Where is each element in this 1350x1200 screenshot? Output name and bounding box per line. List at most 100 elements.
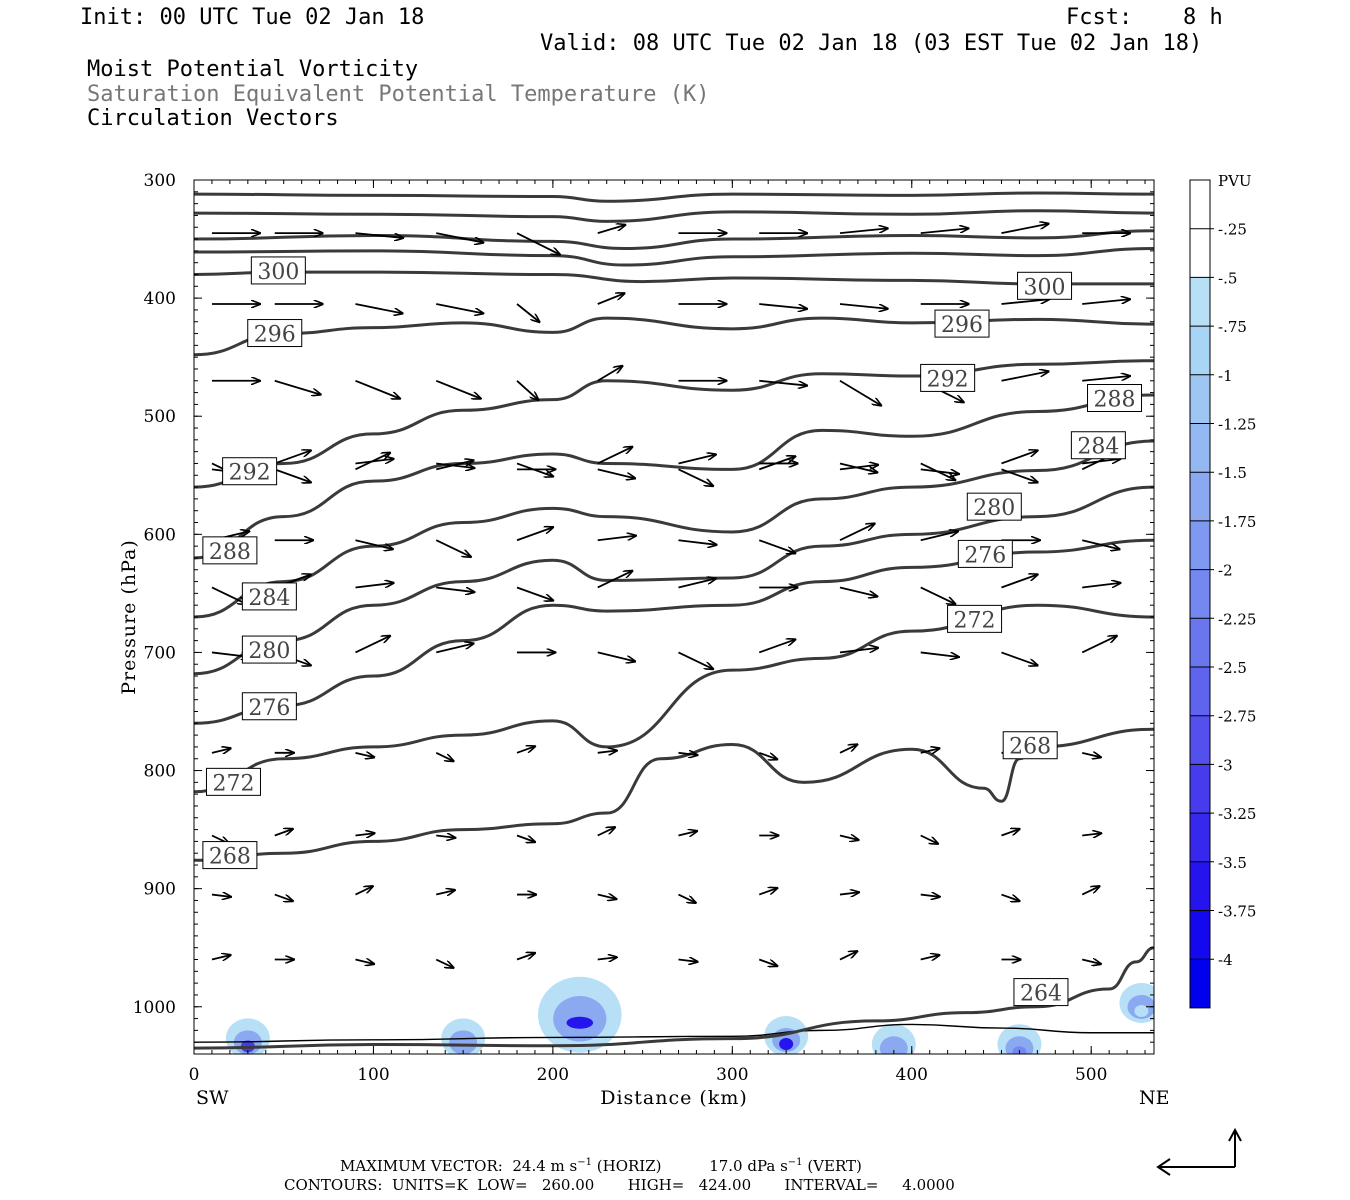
wind-vector — [436, 303, 483, 313]
contour-label-text: 284 — [1077, 435, 1119, 460]
valid-time: Valid: 08 UTC Tue 02 Jan 18 (03 EST Tue … — [540, 31, 1203, 56]
wind-vector — [597, 293, 625, 305]
y-tick-label: 500 — [144, 407, 176, 427]
wind-vector — [436, 232, 483, 242]
y-tick-label: 700 — [144, 643, 176, 663]
colorbar-tick-label: -3.25 — [1218, 805, 1256, 823]
wind-vector — [1082, 960, 1101, 964]
contour-label-box — [934, 309, 990, 338]
wind-vector — [516, 834, 535, 843]
contour-label-text: 272 — [954, 608, 996, 633]
contour-label: 272 — [947, 604, 1003, 633]
contour-label-text: 280 — [973, 496, 1015, 521]
wind-vector — [678, 831, 697, 835]
y-tick-label: 800 — [144, 762, 176, 782]
contour-label-text: 296 — [254, 323, 296, 348]
wind-vector — [839, 892, 859, 894]
contour-label-text: 300 — [1024, 275, 1066, 300]
contour-label: 284 — [241, 582, 297, 611]
wind-vector — [678, 579, 715, 589]
wind-vector — [355, 636, 390, 654]
wind-vector — [678, 753, 697, 755]
wind-vector — [355, 453, 390, 471]
contour-label-text: 292 — [229, 461, 271, 486]
wind-vector — [355, 753, 374, 757]
wind-vector — [1082, 299, 1130, 305]
contour-label: 268 — [202, 841, 258, 870]
wind-vector — [597, 957, 617, 959]
colorbar-tick-label: -.75 — [1218, 318, 1247, 336]
colorbar-cell — [1190, 228, 1210, 278]
contour-label-text: 268 — [209, 845, 251, 870]
x-tick-label: 500 — [1075, 1065, 1107, 1085]
contour-label: 288 — [1087, 384, 1143, 413]
max-vector-note: MAXIMUM VECTOR: 24.4 m s−1 (HORIZ) 17.0 … — [340, 1157, 862, 1175]
colorbar-cell — [1190, 813, 1210, 862]
pv-shading-mid — [1005, 1036, 1034, 1054]
colorbar-cell — [1190, 764, 1210, 814]
wind-vector — [839, 228, 888, 235]
x-tick-label: 400 — [896, 1065, 928, 1085]
contour-line-296 — [194, 316, 1154, 357]
wind-vector — [274, 468, 311, 482]
colorbar-cell — [1190, 715, 1210, 765]
contour-label-box — [202, 841, 258, 870]
wind-vector — [920, 651, 959, 657]
contour-label-text: 276 — [964, 543, 1006, 568]
wind-vector — [355, 303, 402, 313]
wind-vector — [758, 456, 795, 471]
wind-vector — [759, 303, 807, 309]
wind-vector — [920, 834, 938, 844]
colorbar-cell — [1190, 910, 1210, 960]
colorbar-tick-label: -.5 — [1218, 269, 1237, 287]
contour-line-284 — [194, 439, 1154, 619]
x-left-endpoint-label: SW — [196, 1087, 229, 1109]
y-tick-label: 300 — [144, 171, 176, 191]
terrain-line — [194, 1023, 1154, 1043]
forecast-label: Fcst: — [1066, 5, 1133, 30]
x-tick-label: 300 — [716, 1065, 748, 1085]
wind-vector — [211, 748, 231, 752]
contour-label: 300 — [1017, 271, 1073, 300]
wind-vector — [274, 829, 293, 837]
contour-line-300 — [194, 270, 1154, 286]
pv-shading-blob — [1119, 982, 1154, 1023]
colorbar-frame — [1189, 179, 1211, 1009]
contour-label-box — [222, 457, 278, 486]
wind-vector — [920, 895, 940, 897]
contour-label-box — [1017, 271, 1073, 300]
contour-label: 288 — [202, 536, 258, 565]
wind-vector — [839, 951, 857, 961]
wind-vector — [839, 836, 859, 840]
contour-label: 296 — [934, 309, 990, 338]
wind-vector — [597, 447, 633, 465]
field-title-vectors: Circulation Vectors — [87, 106, 339, 131]
colorbar-tick-label: -2.75 — [1218, 708, 1256, 726]
wind-vector — [920, 748, 940, 752]
colorbar-tick-label: -3.5 — [1218, 854, 1247, 872]
contour-label-text: 276 — [248, 696, 290, 721]
contour-label: 272 — [205, 767, 261, 796]
contour-label-box — [241, 635, 297, 664]
wind-vector — [435, 539, 471, 557]
colorbar-tick-label: -2.5 — [1218, 659, 1247, 677]
contour-label-text: 296 — [941, 313, 983, 338]
wind-vector — [355, 886, 372, 896]
wind-vector — [1001, 224, 1048, 235]
wind-vector — [678, 893, 695, 903]
contour-label-box — [250, 256, 306, 285]
field-title-mpv: Moist Potential Vorticity — [87, 57, 419, 82]
wind-vector — [355, 539, 392, 549]
forecast-value: 8 h — [1183, 5, 1223, 30]
y-tick-label: 400 — [144, 289, 176, 309]
wind-vector — [758, 958, 777, 967]
contour-label: 280 — [241, 635, 297, 664]
wind-vector — [597, 827, 615, 837]
wind-vector — [759, 379, 807, 386]
contour-label: 280 — [966, 492, 1022, 521]
contour-line-312 — [194, 209, 1154, 223]
colorbar-tick-label: -3 — [1218, 756, 1233, 774]
contour-label: 284 — [1070, 431, 1126, 460]
wind-vector — [758, 539, 795, 553]
wind-vector — [436, 836, 455, 838]
